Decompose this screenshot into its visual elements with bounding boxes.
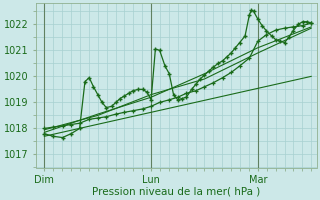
X-axis label: Pression niveau de la mer( hPa ): Pression niveau de la mer( hPa )	[92, 187, 260, 197]
